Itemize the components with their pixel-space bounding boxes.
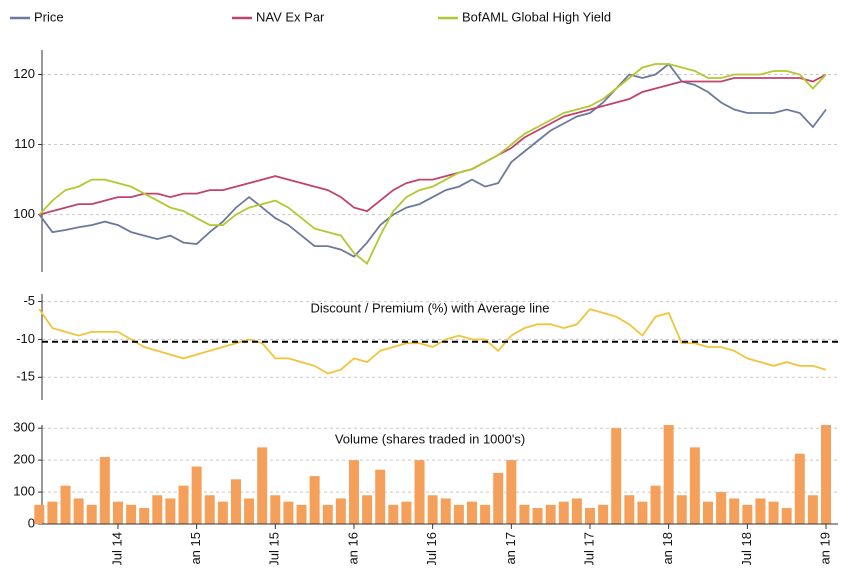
y-tick-label: -5 (23, 293, 35, 308)
bar (322, 504, 333, 524)
bar (99, 456, 110, 524)
bar (309, 476, 320, 524)
panel-title: Volume (shares traded in 1000's) (335, 431, 525, 446)
bar (47, 501, 58, 524)
y-tick-label: 0 (28, 515, 35, 530)
panel-title: Discount / Premium (%) with Average line (311, 300, 550, 315)
legend-label: BofAML Global High Yield (462, 9, 611, 24)
x-tick-label: Jul 17 (581, 532, 596, 565)
x-tick-label: Jul 14 (109, 532, 124, 565)
bar (624, 495, 635, 524)
bar (348, 460, 359, 524)
y-tick-label: -15 (16, 369, 35, 384)
legend-label: Price (34, 9, 64, 24)
bar (558, 501, 569, 524)
bar (230, 479, 241, 524)
bar (60, 485, 71, 524)
x-tick-label: Jul 18 (739, 532, 754, 565)
bar (178, 485, 189, 524)
series-line (38, 63, 827, 266)
bar (781, 508, 792, 524)
bar (755, 498, 766, 524)
x-tick-label: Jan 19 (817, 532, 832, 565)
bar (217, 501, 228, 524)
bar (584, 508, 595, 524)
bar (191, 466, 202, 524)
bar (637, 501, 648, 524)
bar (466, 501, 477, 524)
bar (73, 498, 84, 524)
bar (414, 460, 425, 524)
bar (401, 501, 412, 524)
bar (112, 501, 123, 524)
bar (807, 495, 818, 524)
bar (821, 425, 831, 524)
bar (427, 495, 438, 524)
bar (296, 504, 307, 524)
bar (270, 495, 281, 524)
bar (768, 501, 779, 524)
y-tick-label: -10 (16, 331, 35, 346)
bar (716, 492, 727, 524)
bar (244, 498, 255, 524)
y-tick-label: 300 (13, 420, 35, 435)
bar (598, 504, 609, 524)
bar (571, 498, 582, 524)
y-tick-label: 120 (13, 66, 35, 81)
x-tick-label: Jan 15 (188, 532, 203, 565)
bar (440, 498, 451, 524)
x-tick-label: Jan 18 (660, 532, 675, 565)
bar (86, 504, 97, 524)
bar (335, 498, 346, 524)
bar (650, 485, 661, 524)
series-line (39, 73, 827, 216)
bar (689, 447, 700, 524)
bar (532, 508, 543, 524)
bar (676, 495, 687, 524)
bar (729, 498, 740, 524)
series-line (38, 62, 827, 258)
y-tick-label: 100 (13, 484, 35, 499)
bar (480, 504, 491, 524)
bar (545, 504, 556, 524)
bar (506, 460, 517, 524)
bar (742, 504, 753, 524)
bar (794, 453, 805, 524)
bar (519, 504, 530, 524)
bar (165, 498, 176, 524)
bar (204, 495, 215, 524)
bar (453, 504, 464, 524)
bar (493, 472, 504, 524)
x-tick-label: Jul 15 (267, 532, 282, 565)
bar (375, 469, 386, 524)
x-tick-label: Jul 16 (424, 532, 439, 565)
bar (257, 447, 268, 524)
bar (152, 495, 163, 524)
bar (663, 425, 674, 524)
bar (702, 501, 713, 524)
bar (126, 504, 137, 524)
bar (139, 508, 150, 524)
x-tick-label: Jan 17 (503, 532, 518, 565)
legend-label: NAV Ex Par (256, 9, 325, 24)
bar (283, 501, 294, 524)
bar (388, 504, 399, 524)
x-tick-label: Jan 16 (345, 532, 360, 565)
y-tick-label: 110 (14, 136, 35, 151)
bar (362, 495, 373, 524)
bar (611, 428, 622, 524)
bar (34, 504, 45, 524)
y-tick-label: 200 (13, 452, 35, 467)
series-line (38, 308, 827, 375)
y-tick-label: 100 (13, 206, 35, 221)
